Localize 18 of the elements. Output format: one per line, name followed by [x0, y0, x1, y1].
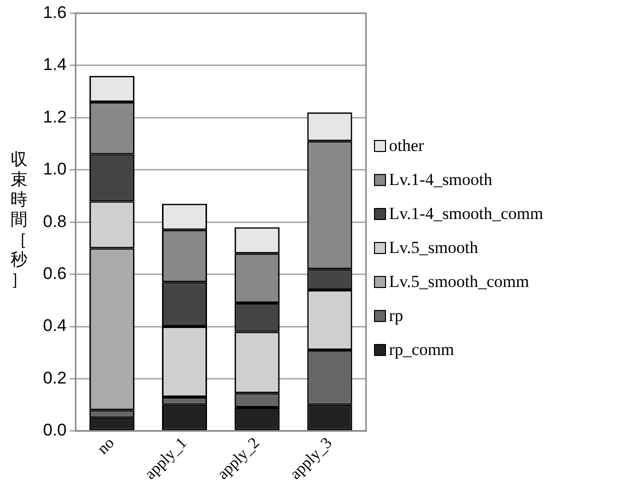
legend-label: Lv.5_smooth: [389, 238, 478, 258]
y-tick-label: 0.8: [42, 212, 67, 231]
y-tick-label: 1.0: [42, 160, 67, 179]
y-tick-label: 1.4: [42, 55, 67, 74]
x-tick-label: no: [94, 434, 118, 458]
y-tick-label: 0.0: [42, 420, 67, 440]
y-tick-label: 1.6: [42, 2, 67, 22]
legend-label: rp: [389, 306, 404, 326]
y-tick-label: 0.6: [42, 264, 67, 283]
y-axis-title: 収束時間［秒］: [10, 150, 28, 290]
y-tick-label: 0.4: [42, 316, 67, 336]
legend-label: Lv.1-4_smooth: [389, 170, 492, 190]
legend-label: rp_comm: [389, 340, 454, 360]
y-tick-label: 1.2: [42, 107, 67, 126]
y-tick-label: 0.2: [42, 368, 67, 388]
legend-label: other: [389, 136, 424, 156]
legend-label: Lv.1-4_smooth_comm: [389, 204, 544, 224]
legend-label: Lv.5_smooth_comm: [389, 272, 530, 292]
